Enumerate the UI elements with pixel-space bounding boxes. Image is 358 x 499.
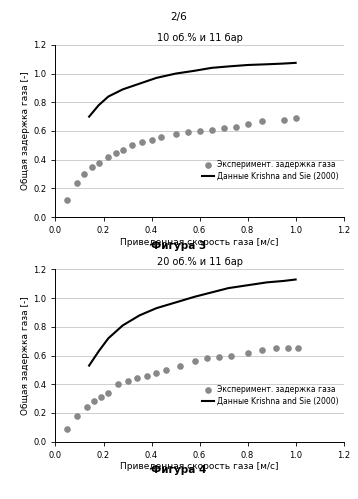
Эксперимент. задержка газа: [295, 344, 301, 352]
Данные Krishna and Sie (2000): [173, 71, 178, 77]
Эксперимент. задержка газа: [130, 141, 135, 149]
Эксперимент. задержка газа: [65, 196, 71, 204]
Title: 10 об.% и 11 бар: 10 об.% и 11 бар: [157, 33, 242, 43]
Y-axis label: Общая задержка газа [-]: Общая задержка газа [-]: [21, 72, 30, 190]
Line: Данные Krishna and Sie (2000): Данные Krishna and Sie (2000): [89, 63, 296, 117]
Данные Krishna and Sie (2000): [137, 81, 142, 87]
Эксперимент. задержка газа: [228, 352, 234, 360]
Данные Krishna and Sie (2000): [87, 363, 91, 369]
Эксперимент. задержка газа: [233, 123, 238, 131]
Эксперимент. задержка газа: [173, 130, 178, 138]
Эксперимент. задержка газа: [115, 380, 121, 388]
Эксперимент. задержка газа: [158, 133, 164, 141]
Данные Krishna and Sie (2000): [294, 60, 298, 66]
Legend: Эксперимент. задержка газа, Данные Krishna and Sie (2000): Эксперимент. задержка газа, Данные Krish…: [201, 383, 340, 407]
Данные Krishna and Sie (2000): [265, 61, 269, 67]
Данные Krishna and Sie (2000): [87, 114, 91, 120]
Данные Krishna and Sie (2000): [294, 276, 298, 282]
Эксперимент. задержка газа: [259, 346, 265, 354]
Эксперимент. задержка газа: [91, 397, 97, 405]
Эксперимент. задержка газа: [192, 357, 198, 365]
Эксперимент. задержка газа: [113, 149, 118, 157]
Эксперимент. задержка газа: [209, 126, 214, 134]
Данные Krishna and Sie (2000): [154, 305, 159, 311]
Эксперимент. задержка газа: [81, 170, 87, 178]
Эксперимент. задержка газа: [163, 366, 169, 374]
Эксперимент. задержка газа: [259, 117, 265, 125]
Эксперимент. задержка газа: [286, 344, 291, 352]
Данные Krishna and Sie (2000): [265, 279, 269, 285]
X-axis label: Приведенная скорость газа [м/с]: Приведенная скорость газа [м/с]: [120, 463, 279, 472]
Эксперимент. задержка газа: [185, 128, 190, 136]
Эксперимент. задержка газа: [149, 136, 154, 144]
Данные Krishna and Sie (2000): [97, 102, 101, 108]
X-axis label: Приведенная скорость газа [м/с]: Приведенная скорость газа [м/с]: [120, 238, 279, 247]
Эксперимент. задержка газа: [293, 114, 299, 122]
Данные Krishna and Sie (2000): [209, 65, 214, 71]
Данные Krishna and Sie (2000): [226, 285, 231, 291]
Данные Krishna and Sie (2000): [209, 289, 214, 295]
Данные Krishna and Sie (2000): [226, 63, 231, 69]
Text: 2/6: 2/6: [171, 12, 187, 22]
Данные Krishna and Sie (2000): [97, 348, 101, 354]
Данные Krishna and Sie (2000): [193, 68, 197, 74]
Legend: Эксперимент. задержка газа, Данные Krishna and Sie (2000): Эксперимент. задержка газа, Данные Krish…: [201, 159, 340, 182]
Эксперимент. задержка газа: [89, 163, 95, 171]
Данные Krishna and Sie (2000): [246, 62, 250, 68]
Эксперимент. задержка газа: [204, 354, 210, 362]
Эксперимент. задержка газа: [134, 374, 140, 383]
Эксперимент. задержка газа: [274, 344, 279, 352]
Y-axis label: Общая задержка газа [-]: Общая задержка газа [-]: [21, 296, 30, 415]
Эксперимент. задержка газа: [197, 127, 203, 135]
Title: 20 об.% и 11 бар: 20 об.% и 11 бар: [156, 257, 243, 267]
Данные Krishna and Sie (2000): [246, 282, 250, 288]
Эксперимент. задержка газа: [98, 393, 104, 401]
Эксперимент. задержка газа: [245, 120, 251, 128]
Эксперимент. задержка газа: [125, 377, 130, 385]
Эксперимент. задержка газа: [120, 146, 126, 154]
Эксперимент. задержка газа: [106, 389, 111, 397]
Эксперимент. задержка газа: [154, 369, 159, 377]
Эксперимент. задержка газа: [245, 349, 251, 357]
Text: Фигура 3: Фигура 3: [151, 241, 207, 250]
Text: Фигура 4: Фигура 4: [151, 465, 207, 475]
Эксперимент. задержка газа: [178, 362, 183, 370]
Эксперимент. задержка газа: [106, 153, 111, 161]
Эксперимент. задержка газа: [96, 159, 102, 167]
Эксперимент. задержка газа: [281, 116, 286, 124]
Эксперимент. задержка газа: [139, 139, 145, 147]
Эксперимент. задержка газа: [221, 124, 227, 132]
Данные Krishna and Sie (2000): [121, 322, 125, 328]
Данные Krishna and Sie (2000): [137, 312, 142, 318]
Line: Данные Krishna and Sie (2000): Данные Krishna and Sie (2000): [89, 279, 296, 366]
Данные Krishna and Sie (2000): [121, 86, 125, 92]
Эксперимент. задержка газа: [144, 372, 150, 380]
Данные Krishna and Sie (2000): [173, 299, 178, 305]
Эксперимент. задержка газа: [84, 403, 90, 411]
Данные Krishna and Sie (2000): [154, 75, 159, 81]
Эксперимент. задержка газа: [74, 412, 80, 420]
Данные Krishna and Sie (2000): [281, 278, 286, 284]
Данные Krishna and Sie (2000): [281, 60, 286, 66]
Данные Krishna and Sie (2000): [193, 294, 197, 300]
Эксперимент. задержка газа: [216, 353, 222, 361]
Эксперимент. задержка газа: [74, 179, 80, 187]
Эксперимент. задержка газа: [65, 425, 71, 433]
Данные Krishna and Sie (2000): [106, 94, 111, 100]
Данные Krishna and Sie (2000): [106, 335, 111, 341]
